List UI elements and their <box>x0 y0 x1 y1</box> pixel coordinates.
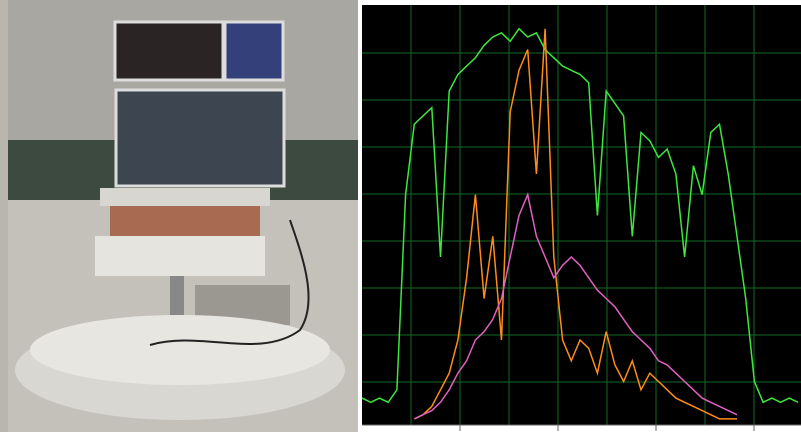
base-top <box>30 315 330 385</box>
panel <box>115 22 223 80</box>
sensor <box>110 206 260 236</box>
page: (() => { const data = JSON.parse(documen… <box>0 0 801 432</box>
screenshot <box>0 0 801 432</box>
plot-area <box>362 5 801 425</box>
panel <box>116 90 284 186</box>
plate <box>95 236 265 276</box>
plate <box>100 188 270 206</box>
panel <box>225 22 283 80</box>
photo <box>0 0 358 432</box>
